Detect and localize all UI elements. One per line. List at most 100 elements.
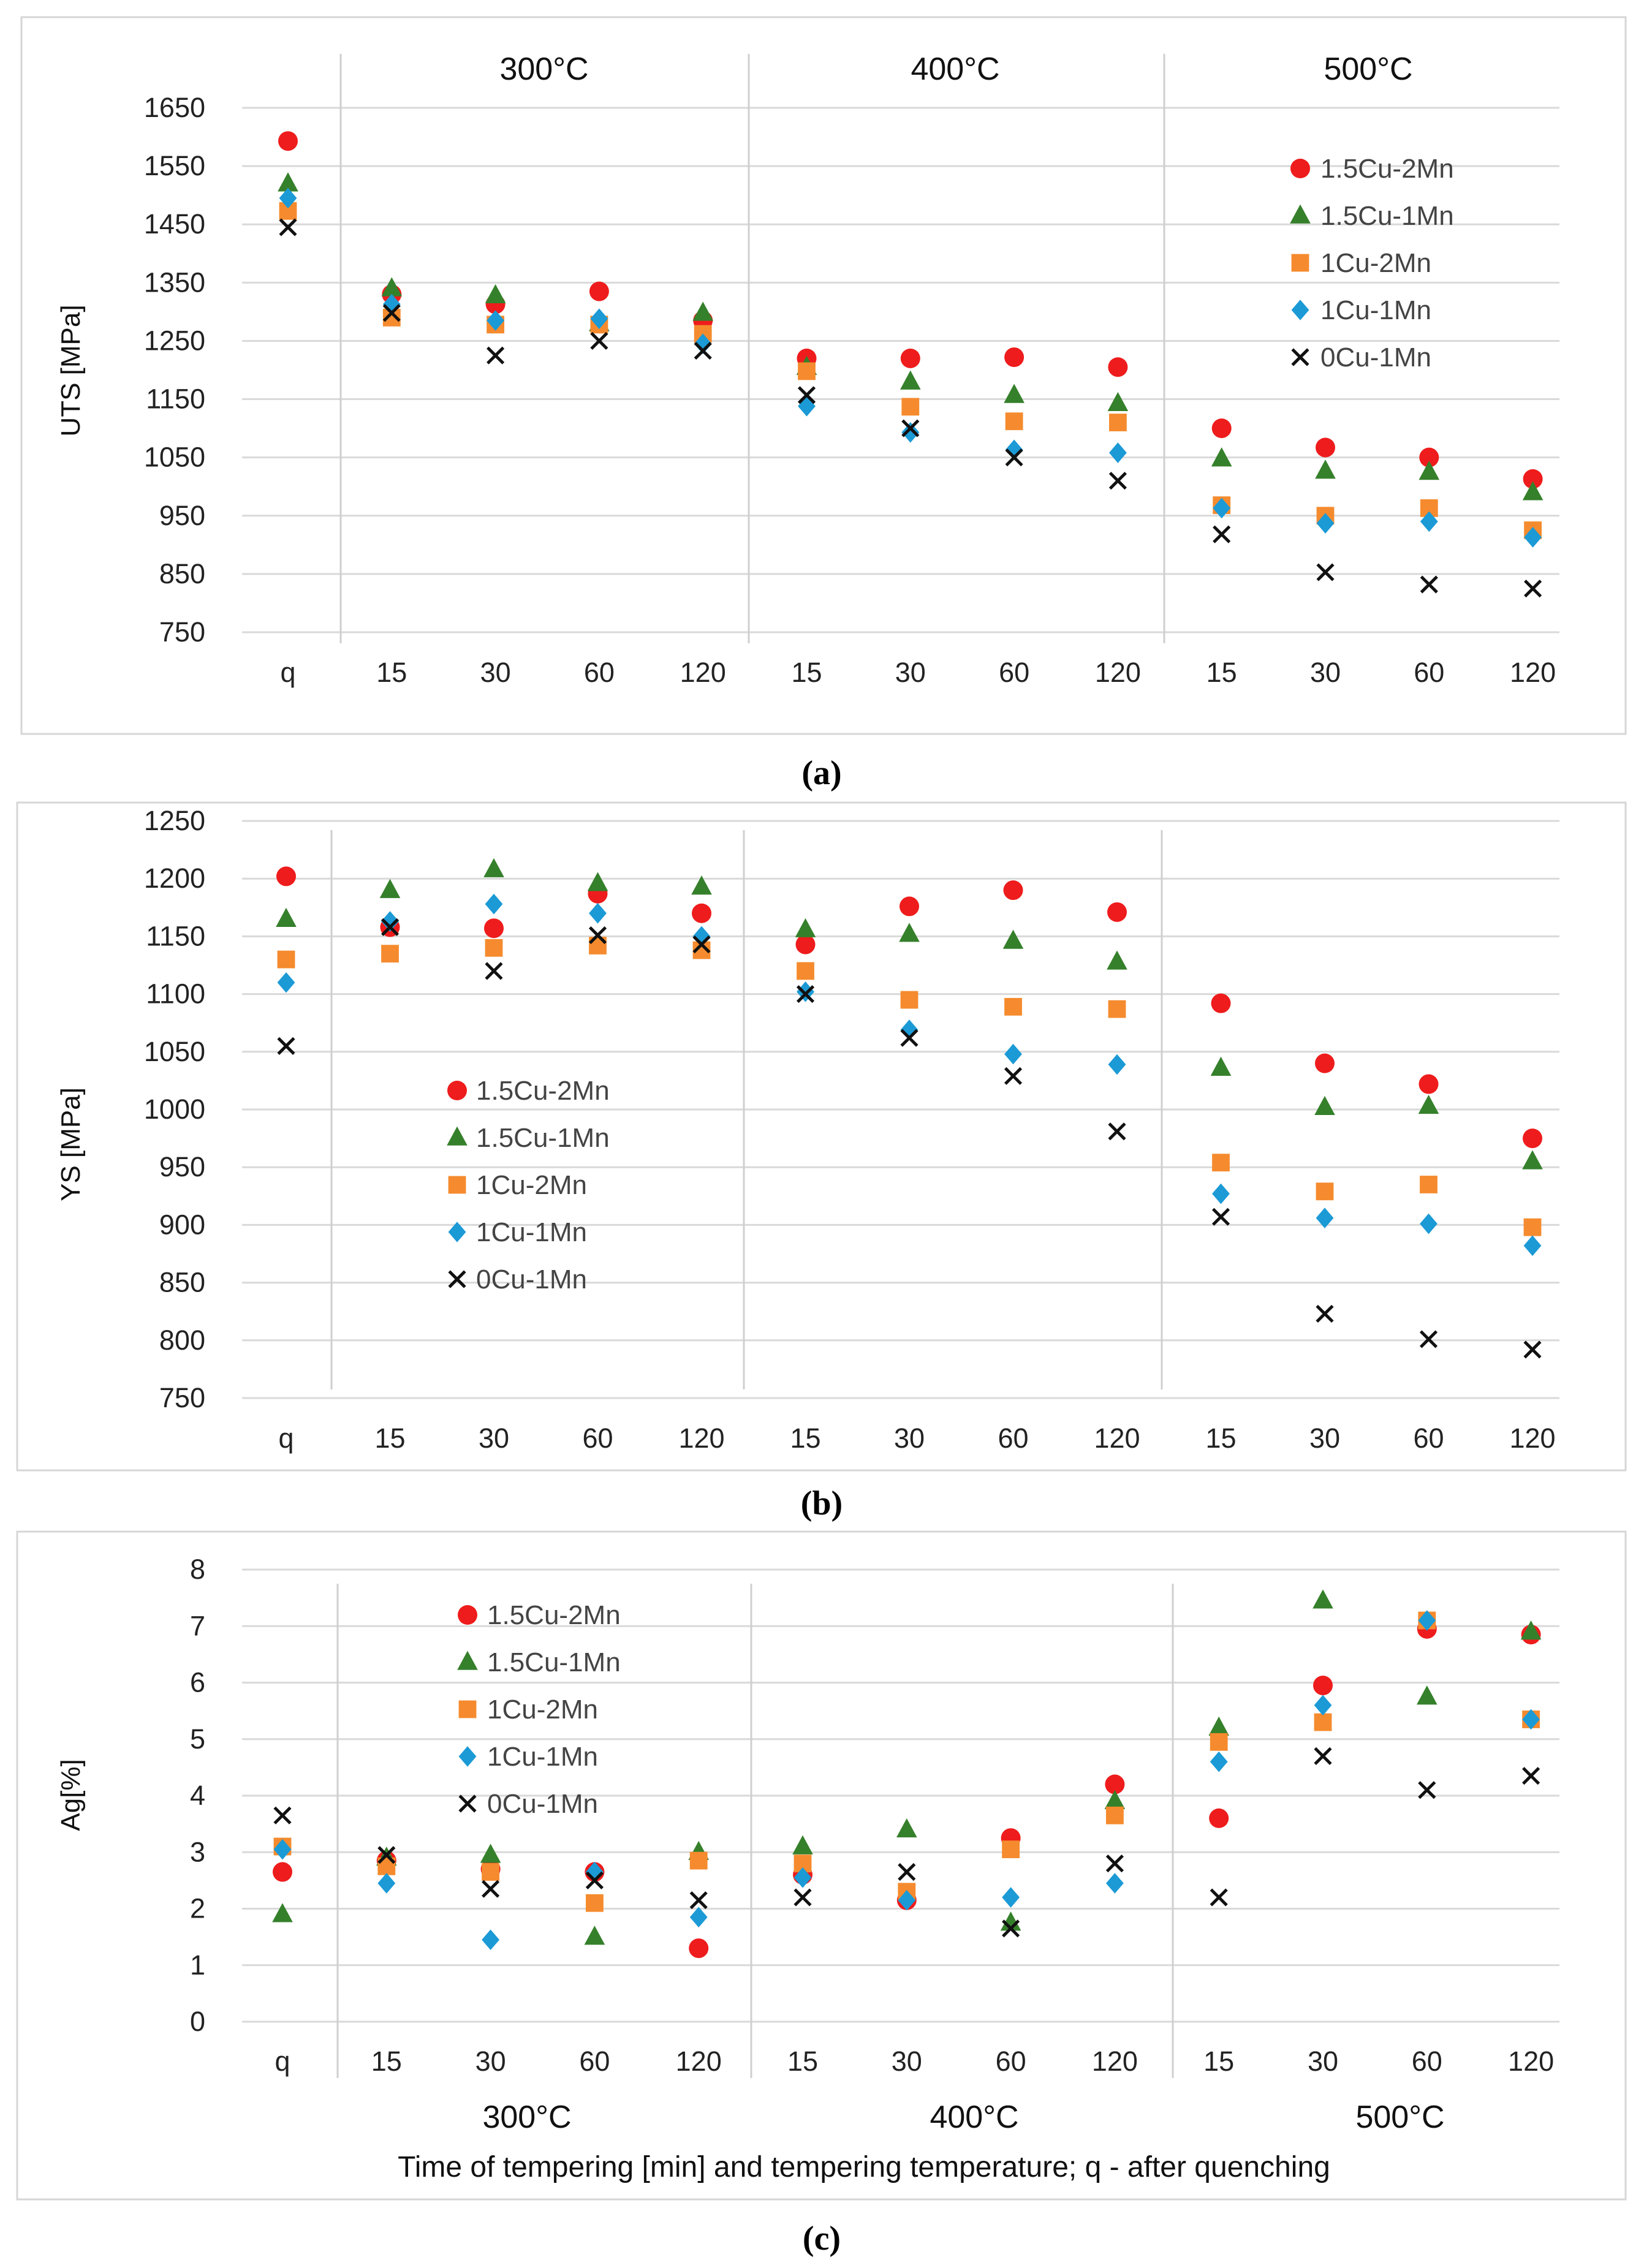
point-a-1cu-1mn-12 [1524,527,1542,548]
x-tick-a-12: 120 [1510,657,1556,688]
point-a-0cu-1mn-8 [1108,472,1127,490]
chart-b-xticks: q 15 30 60 120 15 30 60 120 15 30 60 120 [278,1423,1555,1454]
point-c-1cu-1mn-1 [377,1873,396,1894]
point-a-1cu-1mn-8 [1109,442,1127,463]
chart-c-ylabel: Ag[%] [56,1759,86,1831]
legend-marker-b-1-5cu-2mn [447,1081,467,1100]
point-c-0cu-1mn-12 [1522,1767,1540,1785]
point-b-1-5cu-1mn-11 [1418,1094,1439,1114]
point-c-1cu-1mn-2 [482,1929,499,1951]
point-c-0cu-1mn-3 [585,1871,604,1889]
x-tick-c-3: 60 [579,2046,610,2077]
x-tick-b-5: 15 [790,1423,820,1454]
legend-marker-c-1cu-1mn [458,1746,477,1767]
y-tick-b-800: 800 [159,1325,205,1356]
x-tick-c-2: 30 [475,2046,506,2077]
y-tick-c-8: 8 [190,1554,205,1585]
point-a-1cu-2mn-8 [1109,414,1127,431]
point-a-1cu-1mn-4 [694,333,712,354]
point-a-0cu-1mn-0 [279,218,297,236]
point-a-0cu-1mn-11 [1420,575,1438,594]
temperature-label-c-1: 400°C [930,2100,1018,2135]
y-tick-c-2: 2 [190,1893,205,1924]
y-tick-b-950: 950 [159,1151,205,1182]
point-c-0cu-1mn-10 [1314,1747,1332,1765]
y-tick-c-0: 0 [190,2006,205,2037]
point-c-1-5cu-2mn-8 [1105,1774,1125,1794]
point-b-0cu-1mn-0 [277,1037,295,1055]
point-a-0cu-1mn-3 [590,331,608,350]
point-c-1-5cu-1mn-6 [896,1818,917,1838]
point-c-1-5cu-1mn-3 [584,1926,605,1945]
point-a-1-5cu-2mn-3 [589,281,609,301]
point-a-0cu-1mn-1 [382,304,401,322]
point-c-1cu-2mn-9 [1210,1733,1228,1751]
legend-label-c-1-5cu-2mn: 1.5Cu-2Mn [487,1600,621,1630]
x-tick-a-10: 30 [1310,657,1341,688]
series-b-0cu-1mn [277,918,1542,1359]
legend-label-c-1cu-2mn: 1Cu-2Mn [487,1695,598,1725]
chart-a: 750 850 950 1050 1150 1250 1350 1450 1550 1650 q 1… [20,16,1627,735]
legend-label-a-1-5cu-2mn: 1.5Cu-2Mn [1320,154,1454,184]
x-tick-b-4: 120 [678,1423,724,1454]
point-b-1-5cu-1mn-8 [1107,950,1127,970]
x-tick-b-7: 60 [998,1423,1028,1454]
point-a-0cu-1mn-7 [1005,448,1023,467]
y-tick-c-1: 1 [190,1949,205,1981]
y-tick-a-1650: 1650 [144,92,205,123]
legend-label-b-1cu-1mn: 1Cu-1Mn [476,1217,587,1247]
y-tick-a-1350: 1350 [144,266,205,298]
point-c-1cu-2mn-4 [689,1851,708,1870]
chart-a-ylabel: UTS [MPa] [56,304,86,436]
point-c-1-5cu-2mn-9 [1209,1808,1229,1828]
point-b-1cu-2mn-6 [900,991,919,1009]
point-a-1cu-2mn-6 [901,398,920,416]
x-tick-b-11: 60 [1413,1423,1444,1454]
point-a-1-5cu-1mn-0 [278,172,298,192]
point-a-0cu-1mn-5 [797,386,816,404]
point-a-1-5cu-2mn-11 [1419,447,1439,467]
legend-marker-c-1-5cu-2mn [458,1605,477,1625]
point-c-1-5cu-2mn-0 [273,1862,292,1882]
legend-label-b-0cu-1mn: 0Cu-1Mn [476,1264,587,1295]
point-a-0cu-1mn-9 [1213,525,1231,543]
point-c-1cu-1mn-11 [1418,1610,1436,1631]
x-tick-b-2: 30 [479,1423,509,1454]
y-tick-a-750: 750 [159,616,205,648]
x-tick-c-1: 15 [371,2046,402,2077]
legend-label-c-1cu-1mn: 1Cu-1Mn [487,1742,598,1772]
x-tick-a-0: q [280,657,295,688]
x-tick-a-3: 60 [584,657,615,688]
point-c-1cu-1mn-6 [898,1889,916,1911]
point-b-1cu-1mn-3 [589,902,607,924]
legend-marker-b-1cu-1mn [448,1222,466,1242]
chart-b: 750800850900950100010501100115012001250 … [16,801,1627,1472]
point-a-0cu-1mn-10 [1316,563,1335,581]
point-c-1cu-1mn-10 [1314,1695,1332,1716]
point-c-0cu-1mn-9 [1210,1888,1228,1907]
chart-c: 0 1 2 3 4 5 6 7 8 q 15 30 60 120 15 30 60 120 15 30 60 120 3… [16,1530,1627,2201]
x-tick-a-8: 120 [1095,657,1141,688]
x-tick-c-6: 30 [892,2046,922,2077]
point-b-1cu-2mn-1 [381,945,399,963]
point-a-1-5cu-1mn-7 [1004,384,1025,403]
point-a-1-5cu-2mn-8 [1108,357,1128,377]
point-b-1cu-1mn-2 [485,893,503,915]
chart-b-legend: 1.5Cu-2Mn 1.5Cu-1Mn 1Cu-2Mn 1Cu-1Mn 0Cu-1Mn [447,1076,610,1295]
point-b-1cu-1mn-8 [1108,1054,1126,1075]
point-a-1-5cu-1mn-2 [485,284,506,304]
point-c-1cu-2mn-2 [482,1863,499,1881]
point-b-0cu-1mn-11 [1419,1330,1438,1348]
point-b-0cu-1mn-10 [1316,1304,1334,1323]
point-b-1-5cu-1mn-12 [1522,1150,1543,1170]
point-b-1-5cu-2mn-5 [795,934,816,954]
panel-label-a: (a) [801,754,841,792]
point-c-0cu-1mn-7 [1002,1919,1020,1938]
legend-marker-b-1-5cu-1mn [447,1126,468,1146]
legend-label-a-1cu-2mn: 1Cu-2Mn [1320,248,1431,278]
point-c-1-5cu-1mn-0 [272,1903,293,1922]
point-b-1-5cu-1mn-6 [899,923,920,942]
point-a-1-5cu-2mn-6 [900,348,920,368]
y-tick-b-900: 900 [159,1209,205,1240]
legend-label-b-1-5cu-2mn: 1.5Cu-2Mn [476,1076,610,1106]
